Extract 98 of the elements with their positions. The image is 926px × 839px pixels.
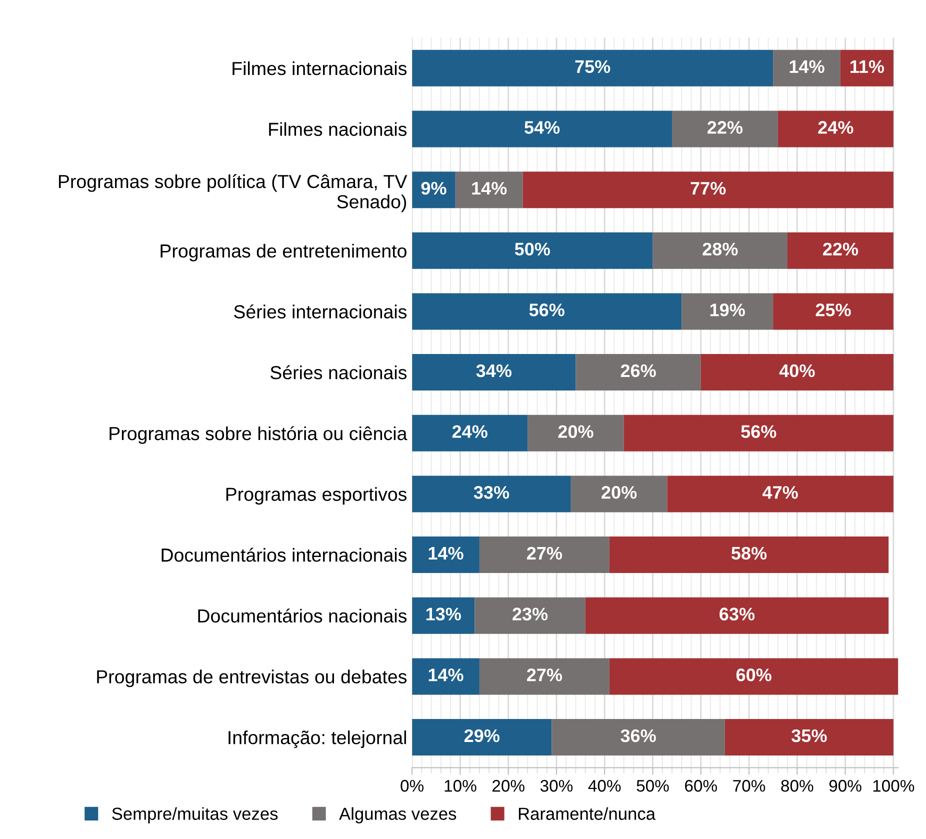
data-label: 56% <box>741 425 776 438</box>
legend-label: Raramente/nunca <box>518 807 656 820</box>
y-tick-label: Séries internacionais <box>234 304 407 318</box>
bar <box>624 414 894 452</box>
x-tick-label: 20% <box>492 780 524 792</box>
legend-label: Sempre/muitas vezes <box>112 807 278 824</box>
y-tick-label: Informação: telejornal <box>228 730 406 748</box>
bar <box>412 719 552 756</box>
data-label: 63% <box>720 608 755 620</box>
bar <box>778 110 894 148</box>
bar <box>412 110 672 148</box>
data-label: 22% <box>707 121 743 134</box>
y-tick-label: Filmes nacionais <box>269 122 407 136</box>
bar <box>667 476 894 512</box>
data-label: 54% <box>524 121 560 134</box>
data-label: 60% <box>736 668 772 682</box>
x-tick-label: 100% <box>873 780 914 792</box>
data-label: 35% <box>792 729 827 742</box>
data-label: 13% <box>426 608 461 620</box>
data-label: 22% <box>823 242 858 256</box>
data-label: 33% <box>474 486 510 499</box>
x-tick-label: 10% <box>444 780 476 792</box>
data-label: 19% <box>710 304 745 316</box>
x-tick-label: 60% <box>685 780 717 792</box>
y-tick-label: Séries nacionais <box>270 365 407 380</box>
bar <box>570 476 668 512</box>
data-label: 9% <box>421 182 446 195</box>
bar <box>528 414 624 452</box>
data-label: 34% <box>476 364 512 378</box>
bar <box>474 597 586 634</box>
data-label: 28% <box>702 242 738 256</box>
bar <box>773 293 894 330</box>
data-label: 20% <box>558 425 594 438</box>
bar <box>552 719 725 756</box>
y-tick-label: Programas sobre história ou ciência <box>110 426 408 444</box>
bar <box>609 658 898 695</box>
data-label: 75% <box>575 60 610 74</box>
bar <box>840 50 894 86</box>
bar <box>412 536 480 574</box>
bar <box>682 293 774 330</box>
data-label: 14% <box>428 668 464 682</box>
bar <box>522 172 894 208</box>
bar <box>700 354 894 391</box>
data-label: 24% <box>452 425 488 438</box>
bar <box>773 50 840 86</box>
bar <box>412 658 480 695</box>
bar <box>585 597 889 634</box>
bar <box>479 536 610 574</box>
x-tick-label: 80% <box>781 780 814 792</box>
y-tick-label: Filmes internacionais <box>232 61 407 76</box>
bar <box>412 476 571 512</box>
y-tick-label: Programas esportivos <box>226 487 407 505</box>
x-tick-label: 40% <box>588 780 621 792</box>
x-tick-label: 90% <box>829 780 862 792</box>
data-label: 24% <box>818 121 854 134</box>
bar <box>652 232 788 269</box>
data-label: 23% <box>512 608 548 620</box>
data-label: 26% <box>620 364 656 378</box>
bar <box>412 293 682 330</box>
legend-label: Algumas vezes <box>339 807 456 824</box>
data-label: 36% <box>620 729 656 742</box>
y-tick-label: Documentários internacionais <box>162 548 407 562</box>
bar <box>724 719 894 756</box>
y-tick-label: Documentários nacionais <box>198 608 407 623</box>
y-tick-label: Programas sobre política (TV Câmara, TV Senado) <box>58 174 408 212</box>
y-tick-label: Programas de entrevistas ou debates <box>97 670 407 688</box>
data-label: 14% <box>790 60 824 73</box>
data-label: 40% <box>779 364 815 378</box>
x-tick-label: 0% <box>400 780 424 792</box>
bar <box>672 110 778 148</box>
bar <box>412 172 456 208</box>
data-label: 14% <box>428 546 464 560</box>
y-tick-label: Programas de entretenimento <box>160 244 406 262</box>
bar <box>412 50 774 86</box>
bar <box>576 354 701 391</box>
data-label: 14% <box>472 182 507 195</box>
data-label: 58% <box>731 546 767 560</box>
bar <box>412 354 576 391</box>
bar <box>609 536 889 574</box>
bar <box>412 414 528 452</box>
data-label: 56% <box>529 304 564 316</box>
x-tick-label: 50% <box>636 780 669 792</box>
data-label: 29% <box>464 729 500 742</box>
data-label: 50% <box>514 242 550 256</box>
bar <box>479 658 610 695</box>
bar <box>455 172 523 208</box>
bar <box>788 232 894 269</box>
data-label: 11% <box>850 60 884 73</box>
data-label: 25% <box>816 304 851 316</box>
data-label: 27% <box>526 668 562 682</box>
data-label: 77% <box>690 182 726 195</box>
data-label: 47% <box>762 486 798 499</box>
data-label: 27% <box>526 546 562 560</box>
x-tick-label: 30% <box>540 780 573 792</box>
bar <box>412 597 475 634</box>
data-label: 20% <box>602 486 637 499</box>
bar <box>412 232 653 269</box>
x-tick-label: 70% <box>733 780 766 792</box>
